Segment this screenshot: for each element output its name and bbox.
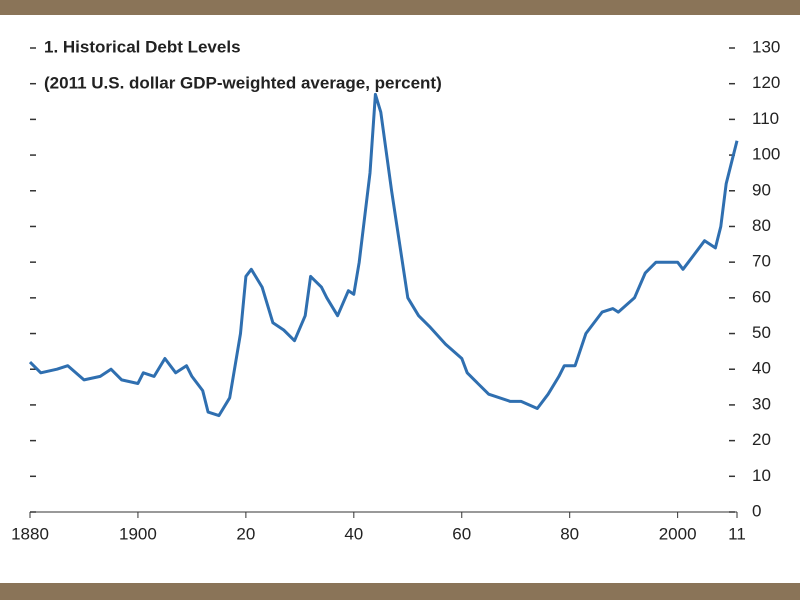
x-tick-label: 80 (560, 524, 579, 543)
y-tick-label: 80 (752, 216, 771, 235)
x-tick-label: 1880 (11, 524, 49, 543)
x-tick-label: 2000 (659, 524, 697, 543)
y-tick-label: 110 (752, 109, 779, 128)
y-tick-label: 60 (752, 287, 771, 306)
data-line (28, 92, 739, 418)
y-tick-label: 50 (752, 323, 771, 342)
y-tick-label: 10 (752, 466, 771, 485)
y-tick-label: 90 (752, 180, 771, 199)
y-tick-label: 0 (752, 501, 761, 520)
x-tick-label: 20 (236, 524, 255, 543)
x-tick-label: 60 (452, 524, 471, 543)
x-tick-label: 40 (344, 524, 363, 543)
y-tick-label: 30 (752, 394, 771, 413)
chart-subtitle: (2011 U.S. dollar GDP-weighted average, … (44, 73, 442, 92)
y-tick-label: 120 (752, 73, 780, 92)
chart-title: 1. Historical Debt Levels (44, 37, 241, 56)
x-tick-label: 1900 (119, 524, 157, 543)
x-tick-label: 11 (728, 524, 746, 543)
top-band (0, 0, 800, 15)
y-tick-label: 130 (752, 37, 780, 56)
y-tick-label: 40 (752, 359, 771, 378)
y-tick-label: 20 (752, 430, 771, 449)
bottom-band (0, 583, 800, 600)
y-tick-label: 100 (752, 145, 780, 164)
y-tick-label: 70 (752, 252, 771, 271)
